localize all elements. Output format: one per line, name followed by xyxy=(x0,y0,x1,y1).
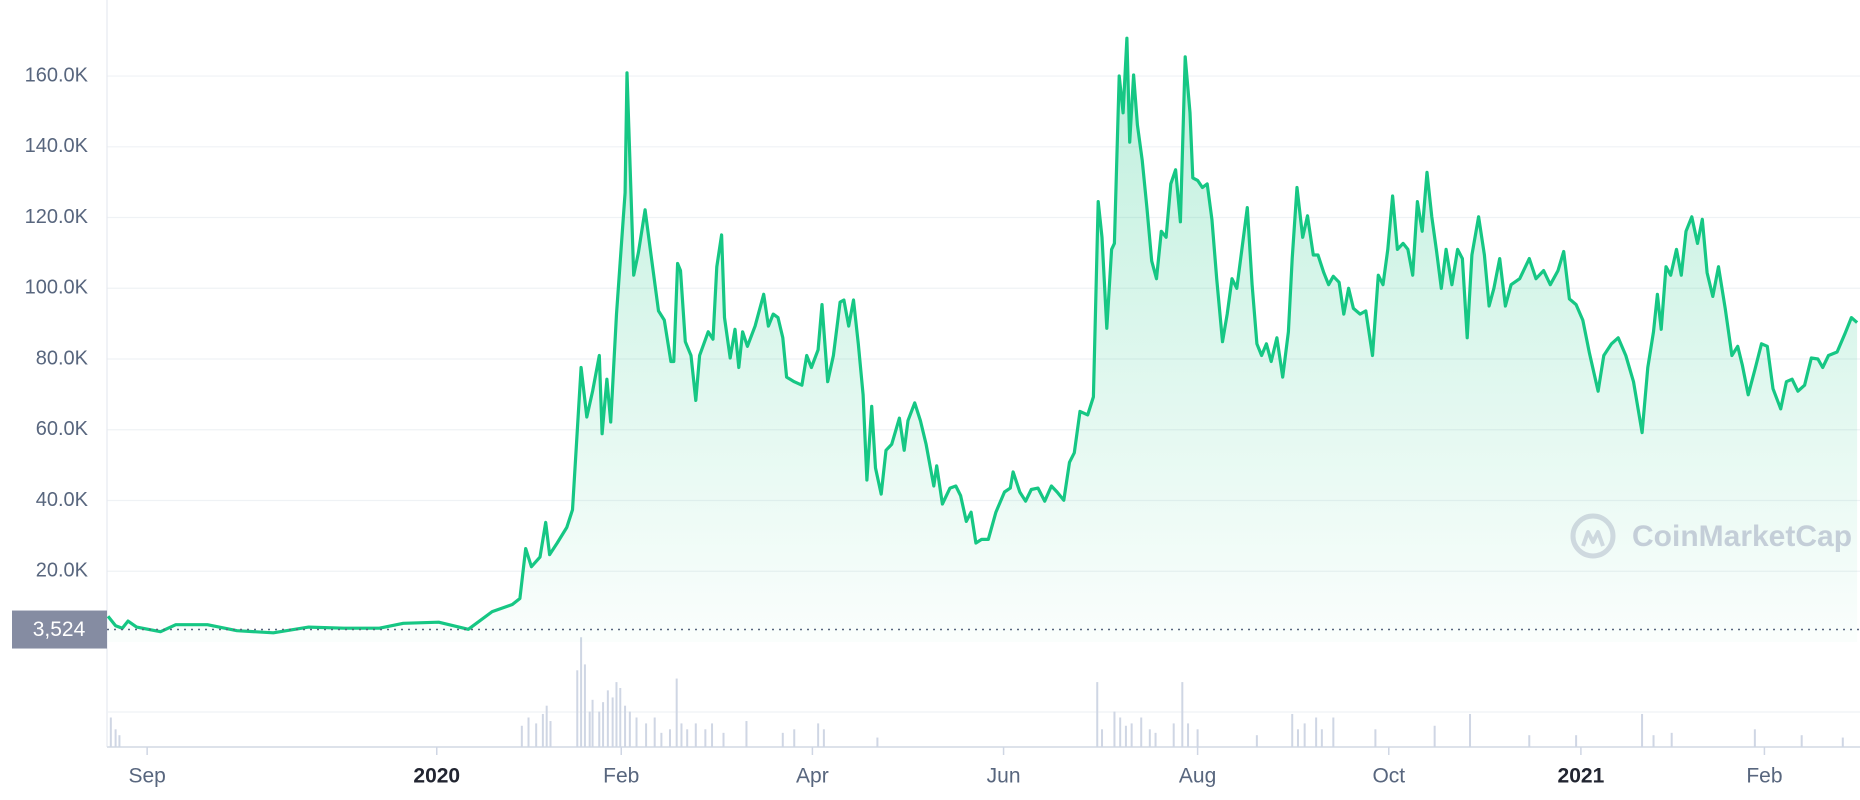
y-tick-label: 100.0K xyxy=(25,277,89,299)
volume-bar xyxy=(635,717,638,747)
volume-bar xyxy=(1641,713,1644,747)
volume-bar xyxy=(606,690,609,747)
volume-bar xyxy=(545,705,548,747)
volume-bar xyxy=(876,737,879,747)
volume-bar xyxy=(1113,711,1116,747)
area-fill xyxy=(108,38,1858,642)
volume-bar xyxy=(1332,717,1335,747)
x-tick-label: Sep xyxy=(128,765,165,788)
y-tick-label: 40.0K xyxy=(36,489,89,511)
x-tick-label: Aug xyxy=(1179,765,1216,788)
volume-bar xyxy=(624,705,627,747)
x-tick-label: Oct xyxy=(1372,765,1405,788)
volume-bar xyxy=(588,711,591,747)
volume-bar xyxy=(1255,735,1258,747)
volume-bar xyxy=(602,702,605,747)
y-tick-label: 20.0K xyxy=(36,560,89,582)
volume-bar xyxy=(611,697,614,747)
x-tick-label: 2021 xyxy=(1558,765,1605,788)
volume-bar xyxy=(1124,725,1127,747)
volume-bar xyxy=(580,637,583,747)
volume-bar xyxy=(1119,717,1122,747)
volume-bar xyxy=(1652,735,1655,747)
volume-bar xyxy=(535,723,538,747)
volume-bar xyxy=(1841,737,1844,747)
y-tick-label: 140.0K xyxy=(25,135,89,157)
price-line xyxy=(106,36,1859,635)
volume-bar xyxy=(686,729,689,747)
volume-bar xyxy=(1315,717,1318,747)
volume-bar xyxy=(1296,729,1299,747)
volume-bar xyxy=(781,732,784,747)
y-tick-label: 80.0K xyxy=(36,347,89,369)
volume-bar xyxy=(817,723,820,747)
volume-bar xyxy=(653,717,656,747)
volume-bar xyxy=(1291,713,1294,747)
watermark: CoinMarketCap xyxy=(1632,520,1852,553)
volume-bar xyxy=(1096,682,1099,747)
y-tick-label: 120.0K xyxy=(25,206,89,228)
volume-bar xyxy=(576,670,579,747)
volume-bar xyxy=(1154,732,1157,747)
volume-bar xyxy=(591,699,594,747)
volume-bar xyxy=(793,729,796,747)
volume-bar xyxy=(1433,725,1436,747)
reference-label-box xyxy=(12,610,107,649)
volume-bar xyxy=(549,721,552,747)
volume-bar xyxy=(1320,729,1323,747)
volume-bar xyxy=(598,711,601,747)
volume-bar xyxy=(1187,723,1190,747)
volume-bar xyxy=(615,682,618,747)
volume-bar xyxy=(711,723,714,747)
volume-bar xyxy=(1575,735,1578,747)
x-tick-label: Jun xyxy=(987,765,1021,788)
volume-bar xyxy=(118,735,121,747)
volume-bar xyxy=(527,717,530,747)
volume-bar xyxy=(745,721,748,747)
volume-bar xyxy=(114,729,117,747)
volume-bar xyxy=(660,732,663,747)
volume-bar xyxy=(1148,729,1151,747)
volume-bar xyxy=(694,723,697,747)
volume-bar xyxy=(1130,723,1133,747)
grid xyxy=(107,75,1860,572)
volume-bar xyxy=(1753,729,1756,747)
volume-bar xyxy=(619,688,622,747)
volume-bar xyxy=(1374,729,1377,747)
volume-bar xyxy=(1196,729,1199,747)
volume-bar xyxy=(704,729,707,747)
y-tick-label: 60.0K xyxy=(36,418,89,440)
volume-bar xyxy=(722,732,725,747)
volume-bar xyxy=(1303,723,1306,747)
volume-bar xyxy=(1670,732,1673,747)
volume-bar xyxy=(675,678,678,747)
volume-bar xyxy=(1140,717,1143,747)
volume-bar xyxy=(1469,713,1472,747)
x-tick-label: Apr xyxy=(796,765,829,788)
volume-bar xyxy=(1800,735,1803,747)
x-tick-label: Feb xyxy=(1746,765,1782,788)
watermark-logo xyxy=(1570,513,1616,559)
x-tick-label: Feb xyxy=(603,765,639,788)
volume-bar xyxy=(583,664,586,747)
plot-area xyxy=(106,36,1859,747)
volume-bar xyxy=(1172,723,1175,747)
volume-bar xyxy=(645,723,648,747)
volume-bar xyxy=(628,711,631,747)
volume-bar xyxy=(541,713,544,747)
x-tick-label: 2020 xyxy=(413,765,460,788)
y-tick-label: 160.0K xyxy=(25,64,89,86)
volume-bar xyxy=(520,725,523,747)
volume-bar xyxy=(1528,735,1531,747)
volume-bar xyxy=(1101,729,1104,747)
volume-bar xyxy=(1181,682,1184,747)
volume-bar xyxy=(680,723,683,747)
volume-bar xyxy=(668,729,671,747)
volume-bar xyxy=(109,717,112,747)
reference-label: 3,524 xyxy=(33,618,86,641)
volume-bar xyxy=(822,729,825,747)
